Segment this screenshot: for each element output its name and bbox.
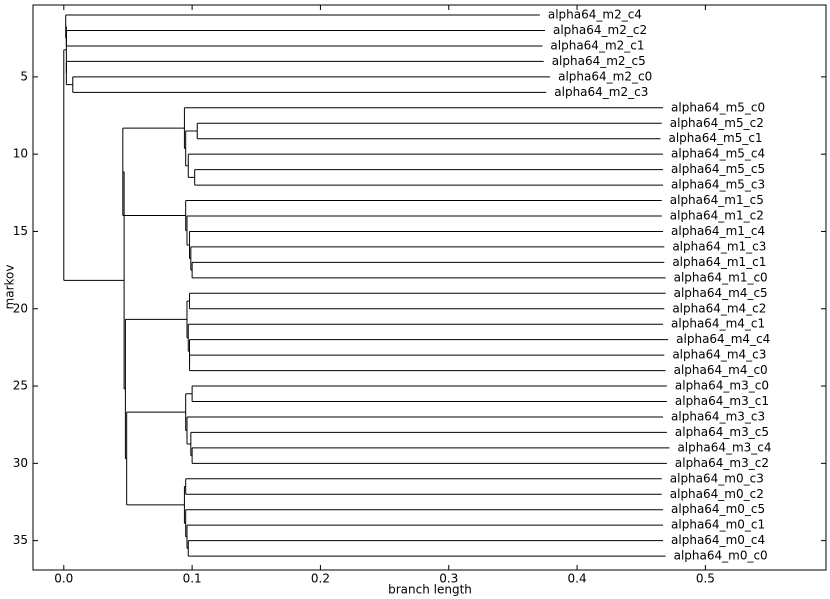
leaf-label: alpha64_m5_c4 [671, 147, 765, 161]
leaf-label: alpha64_m5_c3 [671, 178, 765, 192]
leaf-label: alpha64_m1_c3 [672, 239, 766, 253]
y-tick-label: 15 [13, 224, 28, 238]
leaf-label: alpha64_m0_c3 [670, 471, 764, 485]
leaf-label: alpha64_m5_c0 [671, 100, 765, 114]
leaf-label: alpha64_m4_c0 [674, 363, 768, 377]
y-tick-label: 10 [13, 147, 28, 161]
leaf-label: alpha64_m5_c2 [670, 116, 764, 130]
leaf-label: alpha64_m4_c2 [672, 301, 766, 315]
leaf-label: alpha64_m5_c5 [671, 162, 765, 176]
leaf-label: alpha64_m3_c4 [677, 440, 771, 454]
leaf-label: alpha64_m2_c4 [548, 8, 642, 22]
leaf-label: alpha64_m1_c0 [674, 270, 768, 284]
x-tick-label: 0.2 [311, 572, 330, 586]
leaf-label: alpha64_m0_c5 [671, 502, 765, 516]
leaf-label: alpha64_m3_c3 [671, 409, 765, 423]
leaf-label: alpha64_m4_c1 [671, 317, 765, 331]
leaf-label: alpha64_m3_c1 [675, 394, 769, 408]
leaf-label: alpha64_m3_c5 [675, 425, 769, 439]
leaf-label: alpha64_m4_c3 [672, 348, 766, 362]
y-axis-label: markov [3, 265, 17, 310]
leaf-label: alpha64_m1_c5 [670, 193, 764, 207]
leaf-label: alpha64_m5_c1 [668, 131, 762, 145]
leaf-label: alpha64_m2_c0 [558, 69, 652, 83]
leaf-label: alpha64_m0_c2 [670, 487, 764, 501]
y-tick-label: 25 [13, 379, 28, 393]
leaf-label: alpha64_m3_c0 [675, 379, 769, 393]
x-tick-label: 0.0 [54, 572, 73, 586]
leaf-label: alpha64_m0_c0 [674, 549, 768, 563]
x-tick-label: 0.5 [696, 572, 715, 586]
y-tick-label: 5 [20, 69, 28, 83]
x-tick-label: 0.4 [568, 572, 587, 586]
y-tick-label: 35 [13, 533, 28, 547]
leaf-label: alpha64_m4_c4 [676, 332, 770, 346]
leaf-label: alpha64_m3_c2 [675, 456, 769, 470]
leaf-label: alpha64_m1_c1 [672, 255, 766, 269]
leaf-label: alpha64_m0_c4 [671, 533, 765, 547]
leaf-label: alpha64_m2_c5 [552, 54, 646, 68]
x-tick-label: 0.1 [183, 572, 202, 586]
plot-frame [32, 4, 827, 571]
leaf-label: alpha64_m1_c4 [671, 224, 765, 238]
leaf-label: alpha64_m4_c5 [674, 286, 768, 300]
y-tick-label: 20 [13, 301, 28, 315]
x-tick-label: 0.3 [439, 572, 458, 586]
leaf-label: alpha64_m0_c1 [671, 518, 765, 532]
x-axis-label: branch length [388, 583, 472, 597]
y-tick-label: 30 [13, 456, 28, 470]
leaf-label: alpha64_m1_c2 [670, 209, 764, 223]
leaf-label: alpha64_m2_c1 [550, 38, 644, 52]
leaf-label: alpha64_m2_c2 [553, 23, 647, 37]
leaf-label: alpha64_m2_c3 [554, 85, 648, 99]
